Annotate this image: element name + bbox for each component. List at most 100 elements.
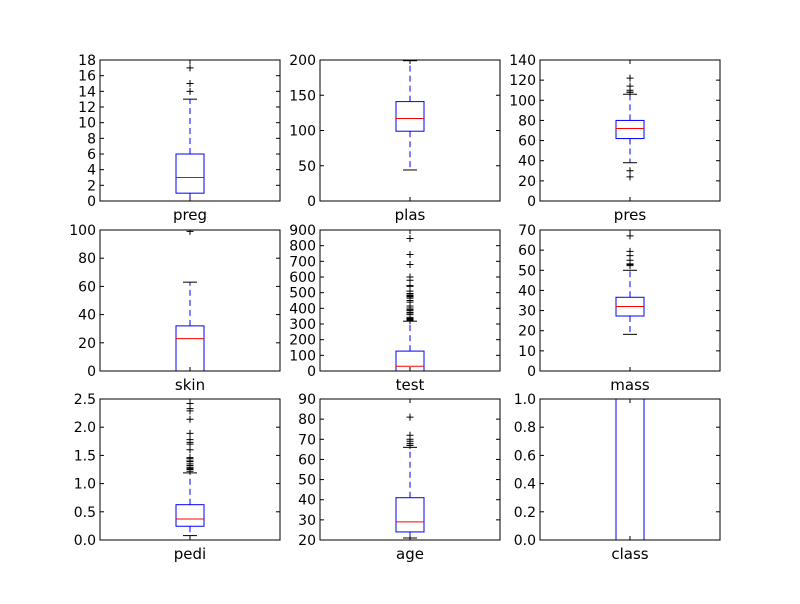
data-marks bbox=[175, 400, 205, 537]
y-tick-label: 1.5 bbox=[74, 448, 96, 464]
y-tick-label: 500 bbox=[289, 286, 316, 302]
y-tick-label: 60 bbox=[518, 134, 536, 150]
y-tick-label: 700 bbox=[289, 254, 316, 270]
y-tick-label: 0.0 bbox=[74, 533, 96, 549]
x-tick-label: skin bbox=[175, 376, 205, 394]
iqr-box bbox=[395, 101, 425, 132]
outlier-point bbox=[406, 273, 414, 281]
outlier-point bbox=[626, 167, 634, 175]
outlier-point bbox=[406, 413, 414, 421]
y-tick-label: 40 bbox=[518, 154, 536, 170]
y-tick-label: 0 bbox=[307, 194, 316, 210]
y-tick-label: 400 bbox=[289, 301, 316, 317]
subplot-plas: 0 50 100 150 200 plas bbox=[289, 53, 501, 224]
subplot-class: 0.0 0.2 0.4 0.6 0.8 1.0 class bbox=[514, 392, 721, 563]
y-tick-label: 0 bbox=[527, 364, 536, 380]
y-tick-label: 8 bbox=[87, 131, 96, 147]
outlier-point bbox=[406, 260, 414, 268]
y-tick-label: 80 bbox=[518, 113, 536, 129]
y-tick-label: 60 bbox=[78, 279, 96, 295]
y-tick-label: 10 bbox=[78, 116, 96, 132]
outlier-point bbox=[186, 80, 194, 87]
y-tick-label: 0.8 bbox=[514, 420, 536, 436]
data-marks bbox=[395, 413, 425, 539]
iqr-box bbox=[615, 399, 645, 540]
y-tick-label: 40 bbox=[78, 308, 96, 324]
y-tick-label: 18 bbox=[78, 53, 96, 69]
y-tick-label: 800 bbox=[289, 239, 316, 255]
outlier-point bbox=[406, 431, 414, 439]
y-tick-label: 80 bbox=[298, 412, 316, 428]
subplot-mass: 0 10 20 30 40 50 60 70 mass bbox=[518, 223, 721, 394]
subplot-age: 20 30 40 50 60 70 80 90 age bbox=[298, 392, 501, 563]
outlier-point bbox=[186, 436, 194, 444]
y-tick-label: 70 bbox=[298, 432, 316, 448]
outlier-point bbox=[186, 454, 194, 462]
y-tick-label: 2.5 bbox=[74, 392, 96, 408]
outlier-point bbox=[186, 429, 194, 437]
y-tick-label: 12 bbox=[78, 100, 96, 116]
data-marks bbox=[615, 74, 645, 201]
y-tick-label: 80 bbox=[78, 251, 96, 267]
y-tick-label: 10 bbox=[518, 344, 536, 360]
y-tick-label: 60 bbox=[518, 243, 536, 259]
y-tick-label: 2.0 bbox=[74, 420, 96, 436]
y-tick-label: 40 bbox=[298, 493, 316, 509]
y-tick-label: 100 bbox=[289, 348, 316, 364]
axes-frame bbox=[539, 398, 721, 541]
y-tick-label: 20 bbox=[298, 533, 316, 549]
data-marks bbox=[395, 60, 425, 201]
y-tick-label: 50 bbox=[518, 263, 536, 279]
y-tick-label: 120 bbox=[509, 73, 536, 89]
outlier-point bbox=[406, 250, 414, 258]
y-tick-label: 0 bbox=[527, 194, 536, 210]
x-tick-label: mass bbox=[610, 376, 650, 394]
y-tick-label: 1.0 bbox=[514, 392, 536, 408]
y-tick-label: 20 bbox=[78, 336, 96, 352]
y-tick-label: 40 bbox=[518, 283, 536, 299]
x-tick-label: plas bbox=[395, 206, 426, 224]
subplot-pres: 0 20 40 60 80 100 120 140 pres bbox=[509, 53, 721, 224]
iqr-box bbox=[615, 119, 645, 140]
y-tick-label: 0.6 bbox=[514, 448, 536, 464]
y-tick-label: 50 bbox=[298, 473, 316, 489]
y-tick-label: 0 bbox=[307, 364, 316, 380]
iqr-box bbox=[175, 153, 205, 194]
y-tick-label: 4 bbox=[87, 163, 96, 179]
y-tick-label: 20 bbox=[518, 174, 536, 190]
y-tick-label: 14 bbox=[78, 84, 96, 100]
y-tick-label: 90 bbox=[298, 392, 316, 408]
y-tick-label: 100 bbox=[289, 124, 316, 140]
y-tick-label: 0.2 bbox=[514, 505, 536, 521]
iqr-box bbox=[175, 504, 205, 527]
outlier-point bbox=[186, 64, 194, 72]
y-tick-label: 30 bbox=[298, 513, 316, 529]
y-tick-label: 200 bbox=[289, 333, 316, 349]
y-tick-label: 600 bbox=[289, 270, 316, 286]
y-tick-label: 0.5 bbox=[74, 505, 96, 521]
outlier-point bbox=[626, 247, 634, 255]
x-tick-label: age bbox=[396, 545, 424, 563]
y-tick-label: 0.0 bbox=[514, 533, 536, 549]
data-marks bbox=[175, 230, 205, 371]
y-tick-label: 0 bbox=[87, 364, 96, 380]
data-marks bbox=[615, 232, 645, 371]
y-tick-label: 0.4 bbox=[514, 477, 536, 493]
x-tick-label: pedi bbox=[174, 545, 206, 563]
y-tick-label: 20 bbox=[518, 324, 536, 340]
x-tick-label: class bbox=[611, 545, 648, 563]
data-marks bbox=[395, 234, 425, 371]
y-tick-label: 140 bbox=[509, 53, 536, 69]
y-tick-label: 150 bbox=[289, 88, 316, 104]
y-tick-label: 100 bbox=[69, 223, 96, 239]
outlier-point bbox=[186, 87, 194, 95]
x-tick-label: pres bbox=[614, 206, 647, 224]
y-tick-label: 6 bbox=[87, 147, 96, 163]
outlier-point bbox=[626, 173, 634, 181]
y-tick-label: 1.0 bbox=[74, 477, 96, 493]
y-tick-label: 100 bbox=[509, 93, 536, 109]
data-marks bbox=[175, 64, 205, 201]
iqr-box bbox=[175, 325, 205, 371]
